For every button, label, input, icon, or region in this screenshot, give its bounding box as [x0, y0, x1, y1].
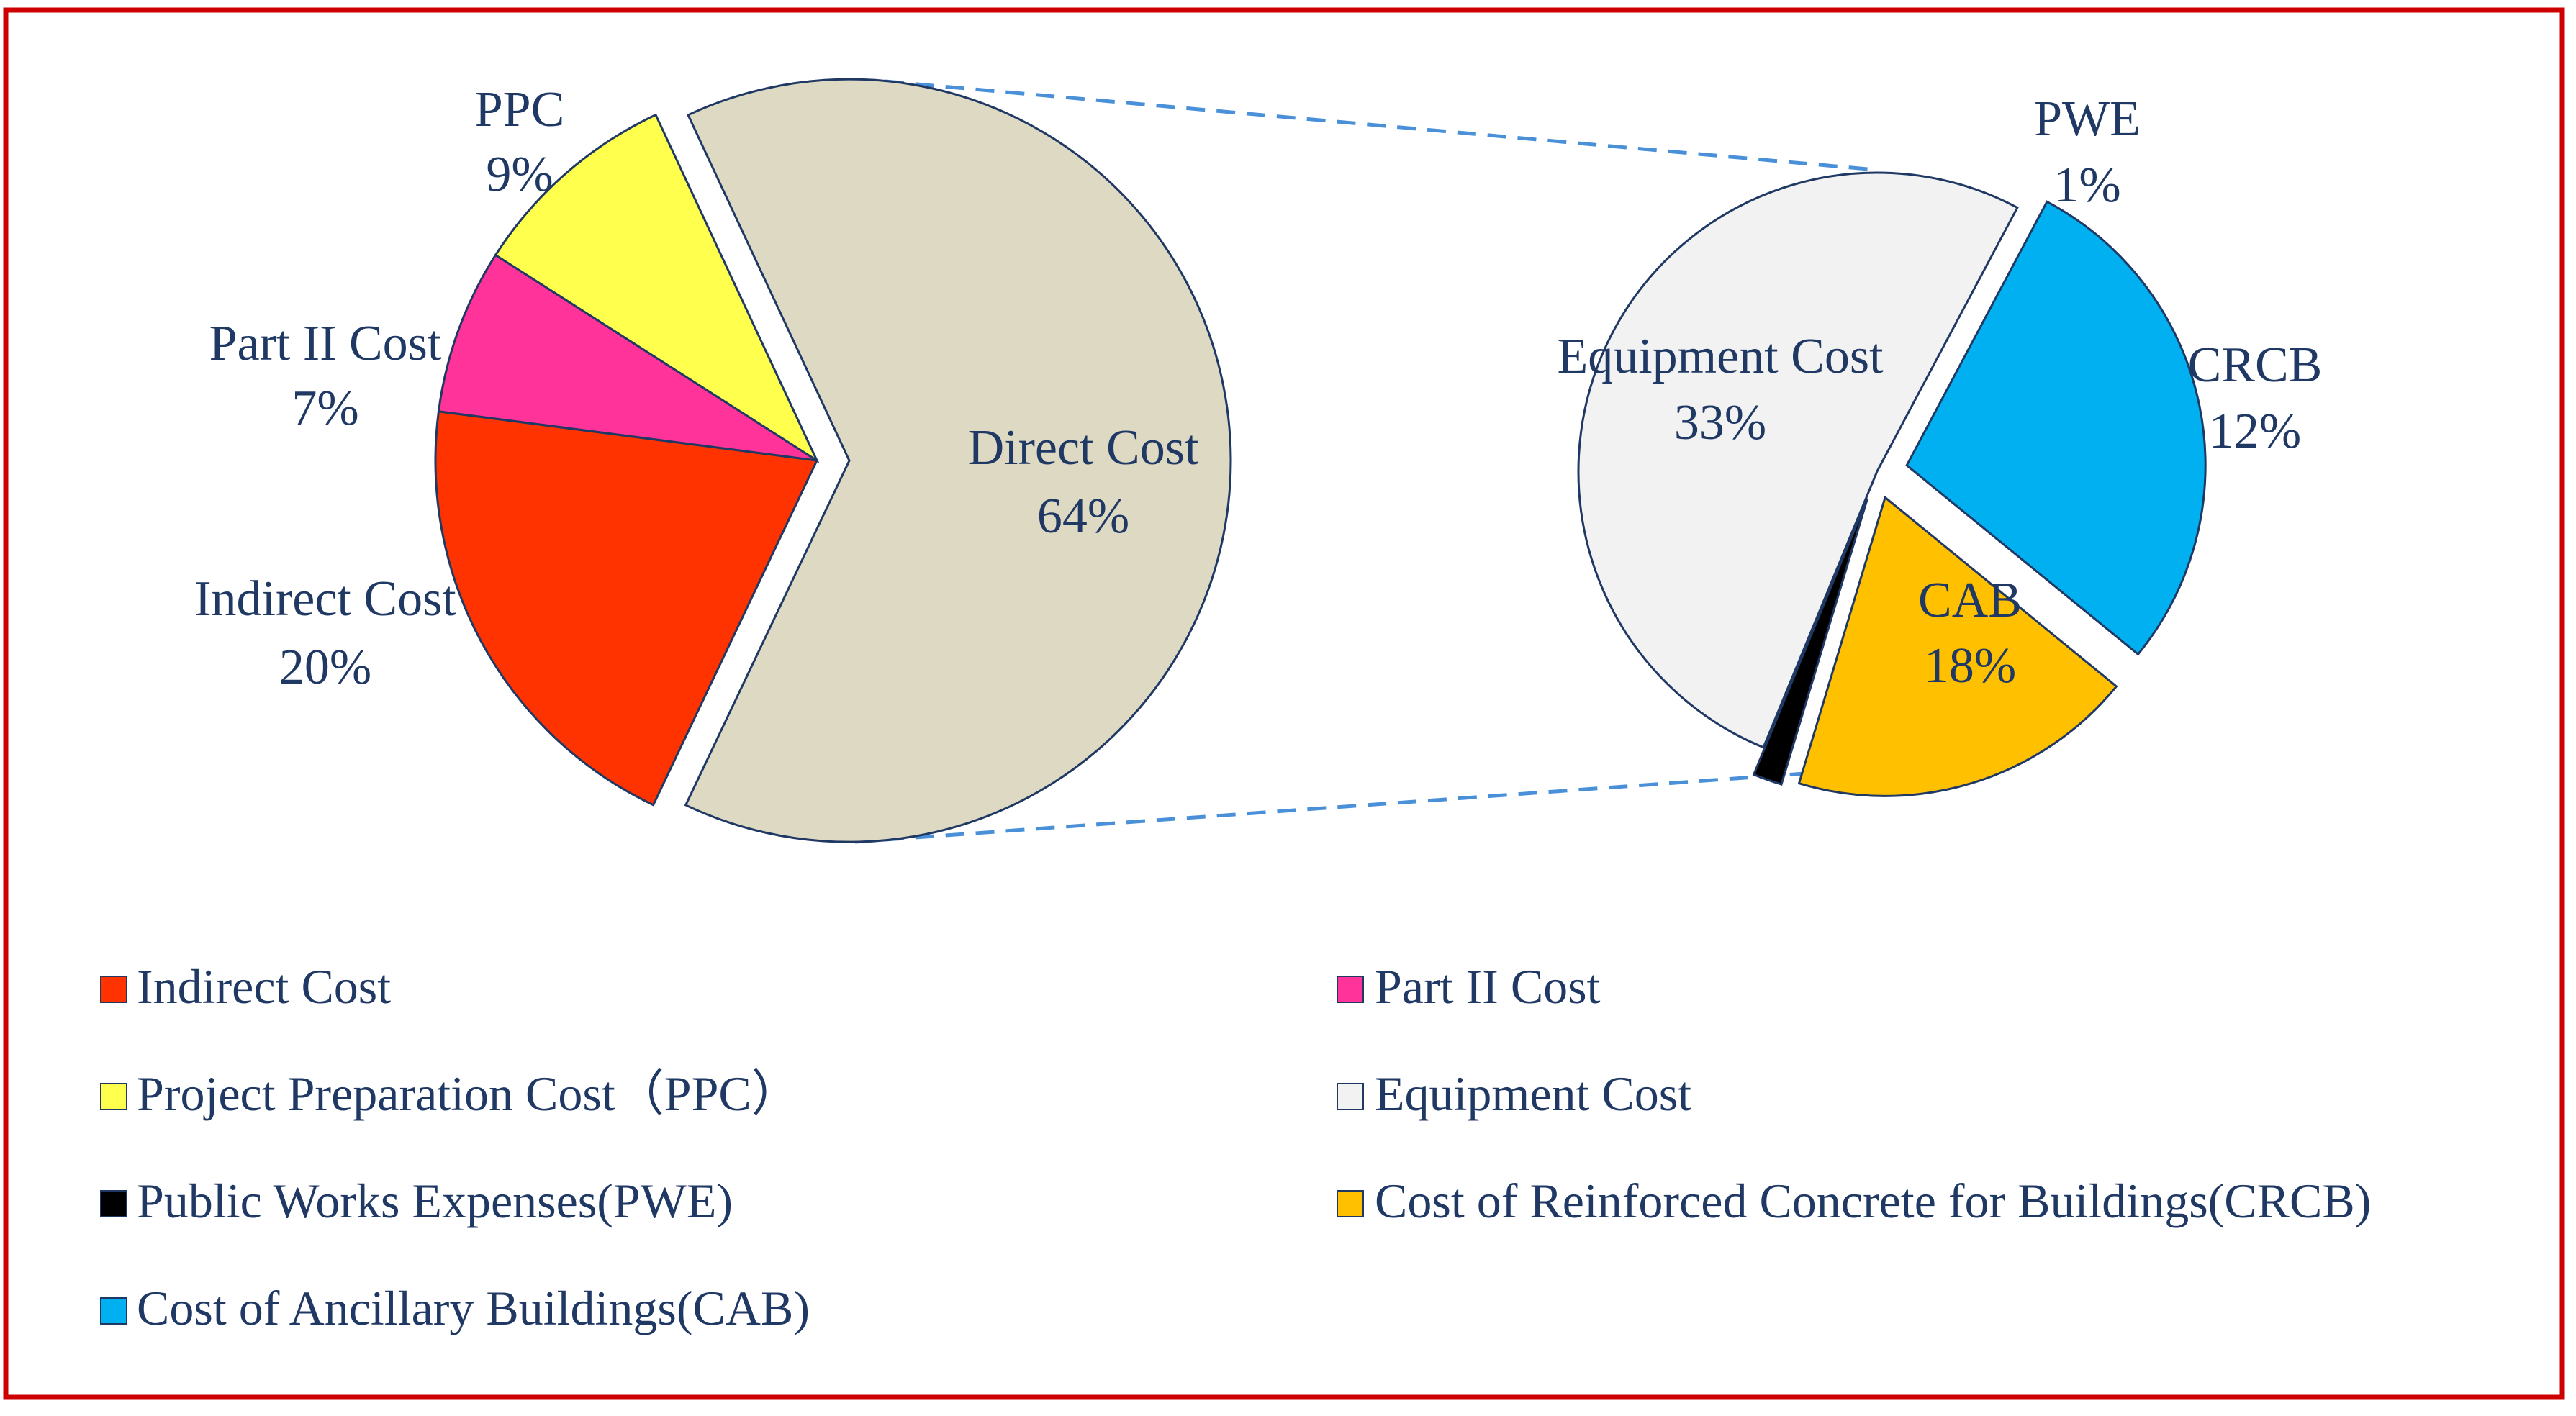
pie-slice-pwe — [1752, 498, 1869, 786]
legend-label-indirect-cost: Indirect Cost — [137, 959, 391, 1014]
label-equipment-cost-name: Equipment Cost — [1557, 329, 1884, 384]
legend-item-equipment-cost: Equipment Cost — [1337, 1066, 1691, 1121]
label-ppc: PPC 9% — [475, 82, 565, 202]
label-direct-cost-name: Direct Cost — [968, 420, 1199, 476]
label-direct-cost: Direct Cost 64% — [968, 420, 1199, 544]
label-part-ii-cost: Part II Cost 7% — [209, 316, 442, 436]
legend: Indirect Cost Part II Cost Project Prepa… — [100, 959, 2371, 1335]
label-indirect-cost-name: Indirect Cost — [194, 571, 456, 627]
legend-label-part-ii-cost: Part II Cost — [1375, 959, 1601, 1014]
legend-item-crcb: Cost of Reinforced Concrete for Building… — [1337, 1174, 2371, 1228]
legend-label-ppc: Project Preparation Cost（PPC） — [137, 1066, 800, 1121]
legend-item-indirect-cost: Indirect Cost — [100, 959, 391, 1014]
overall-cost-pie — [434, 78, 1232, 843]
label-equipment-cost: Equipment Cost 33% — [1557, 329, 1884, 450]
legend-swatch-ppc — [100, 1083, 127, 1110]
legend-item-pwe: Public Works Expenses(PWE) — [100, 1174, 733, 1228]
pie-slice-equipment-cost — [1577, 171, 2019, 749]
legend-swatch-indirect-cost — [100, 976, 127, 1003]
label-pwe-pct: 1% — [2053, 158, 2120, 213]
legend-swatch-pwe — [100, 1190, 127, 1217]
pie-slice-cab — [1905, 200, 2207, 656]
label-crcb-name: CRCB — [2188, 337, 2323, 393]
label-part-ii-cost-name: Part II Cost — [209, 316, 442, 371]
label-crcb-pct: 12% — [2209, 404, 2301, 459]
pie-slice-part-ii-cost — [437, 253, 818, 462]
legend-label-cab: Cost of Ancillary Buildings(CAB) — [137, 1281, 810, 1335]
label-crcb: CRCB 12% — [2188, 337, 2323, 459]
legend-item-part-ii-cost: Part II Cost — [1337, 959, 1601, 1014]
pie-slice-crcb — [1797, 495, 2118, 797]
legend-swatch-equipment-cost — [1337, 1083, 1364, 1110]
chart-frame — [3, 7, 2565, 1400]
label-indirect-cost-pct: 20% — [279, 640, 371, 695]
label-ppc-name: PPC — [475, 82, 565, 137]
label-cab-name: CAB — [1918, 573, 2022, 628]
label-ppc-pct: 9% — [486, 147, 553, 202]
legend-swatch-crcb — [1337, 1190, 1364, 1217]
label-equipment-cost-pct: 33% — [1674, 395, 1766, 450]
label-cab-pct: 18% — [1924, 638, 2016, 694]
pie-slice-direct-cost — [684, 78, 1232, 843]
label-indirect-cost: Indirect Cost 20% — [194, 571, 456, 695]
label-cab: CAB 18% — [1918, 573, 2022, 694]
direct-cost-breakdown-pie — [1577, 171, 2207, 797]
legend-label-pwe: Public Works Expenses(PWE) — [137, 1174, 733, 1228]
legend-item-ppc: Project Preparation Cost（PPC） — [100, 1066, 800, 1121]
legend-swatch-part-ii-cost — [1337, 976, 1364, 1003]
legend-swatch-cab — [100, 1297, 127, 1325]
pie-slice-ppc — [494, 113, 820, 464]
label-pwe: PWE 1% — [2034, 91, 2141, 213]
legend-label-crcb: Cost of Reinforced Concrete for Building… — [1375, 1174, 2371, 1228]
pie-slice-indirect-cost — [434, 410, 819, 807]
legend-item-cab: Cost of Ancillary Buildings(CAB) — [100, 1281, 810, 1335]
connector-line-bottom — [854, 768, 1856, 844]
connector-line-top — [885, 79, 1876, 172]
legend-label-equipment-cost: Equipment Cost — [1375, 1066, 1691, 1121]
label-pwe-name: PWE — [2034, 91, 2141, 147]
label-part-ii-cost-pct: 7% — [292, 381, 358, 436]
label-direct-cost-pct: 64% — [1037, 489, 1129, 544]
